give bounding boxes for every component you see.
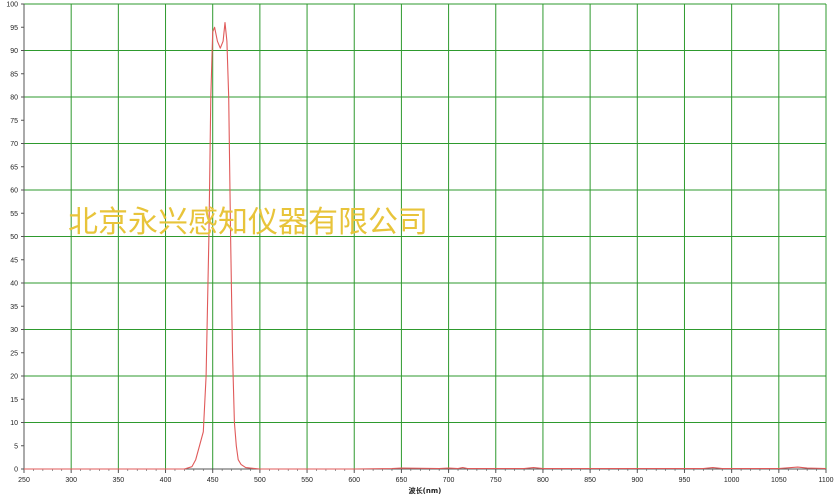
x-tick-label: 800 bbox=[537, 477, 549, 484]
x-tick-label: 900 bbox=[631, 477, 643, 484]
series-layer bbox=[24, 22, 827, 470]
x-tick-label: 400 bbox=[160, 477, 172, 484]
y-tick-label: 20 bbox=[10, 374, 18, 381]
y-tick-label: 90 bbox=[10, 48, 18, 55]
y-tick-label: 15 bbox=[10, 397, 18, 404]
x-tick-label: 700 bbox=[443, 477, 455, 484]
y-tick-label: 30 bbox=[10, 327, 18, 334]
x-tick-label: 250 bbox=[18, 477, 30, 484]
x-tick-label: 1050 bbox=[771, 477, 787, 484]
y-tick-label: 25 bbox=[10, 350, 18, 357]
y-tick-label: 45 bbox=[10, 257, 18, 264]
x-axis-label: 波长(nm) bbox=[409, 486, 442, 495]
y-tick-label: 85 bbox=[10, 71, 18, 78]
x-tick-label: 300 bbox=[65, 477, 77, 484]
x-tick-label: 950 bbox=[679, 477, 691, 484]
y-tick-label: 10 bbox=[10, 420, 18, 427]
y-tick-label: 50 bbox=[10, 234, 18, 241]
x-tick-label: 550 bbox=[301, 477, 313, 484]
x-tick-label: 850 bbox=[584, 477, 596, 484]
y-tick-label: 80 bbox=[10, 95, 18, 102]
y-tick-label: 75 bbox=[10, 118, 18, 125]
tick-labels: 250 300 350 400 450 500 550 600 650 700 750 800 850 9… bbox=[6, 2, 833, 485]
x-tick-label: 500 bbox=[254, 477, 266, 484]
y-tick-label: 40 bbox=[10, 281, 18, 288]
y-tick-label: 55 bbox=[10, 211, 18, 218]
x-tick-label: 1000 bbox=[724, 477, 740, 484]
y-tick-label: 65 bbox=[10, 164, 18, 171]
x-tick-label: 600 bbox=[348, 477, 360, 484]
x-tick-label: 1100 bbox=[818, 477, 833, 484]
y-tick-label: 60 bbox=[10, 188, 18, 195]
x-tick-label: 750 bbox=[490, 477, 502, 484]
y-tick-label: 0 bbox=[14, 467, 18, 474]
x-tick-label: 650 bbox=[396, 477, 408, 484]
watermark-text: 北京永兴感知仪器有限公司 bbox=[68, 205, 428, 240]
grid-lines bbox=[23, 3, 827, 470]
y-tick-label: 35 bbox=[10, 304, 18, 311]
x-tick-label: 350 bbox=[113, 477, 125, 484]
series-line bbox=[24, 22, 827, 470]
y-tick-label: 95 bbox=[10, 25, 18, 32]
y-tick-label: 5 bbox=[14, 443, 18, 450]
x-tick-label: 450 bbox=[207, 477, 219, 484]
y-tick-label: 70 bbox=[10, 141, 18, 148]
y-tick-label: 100 bbox=[6, 2, 18, 9]
